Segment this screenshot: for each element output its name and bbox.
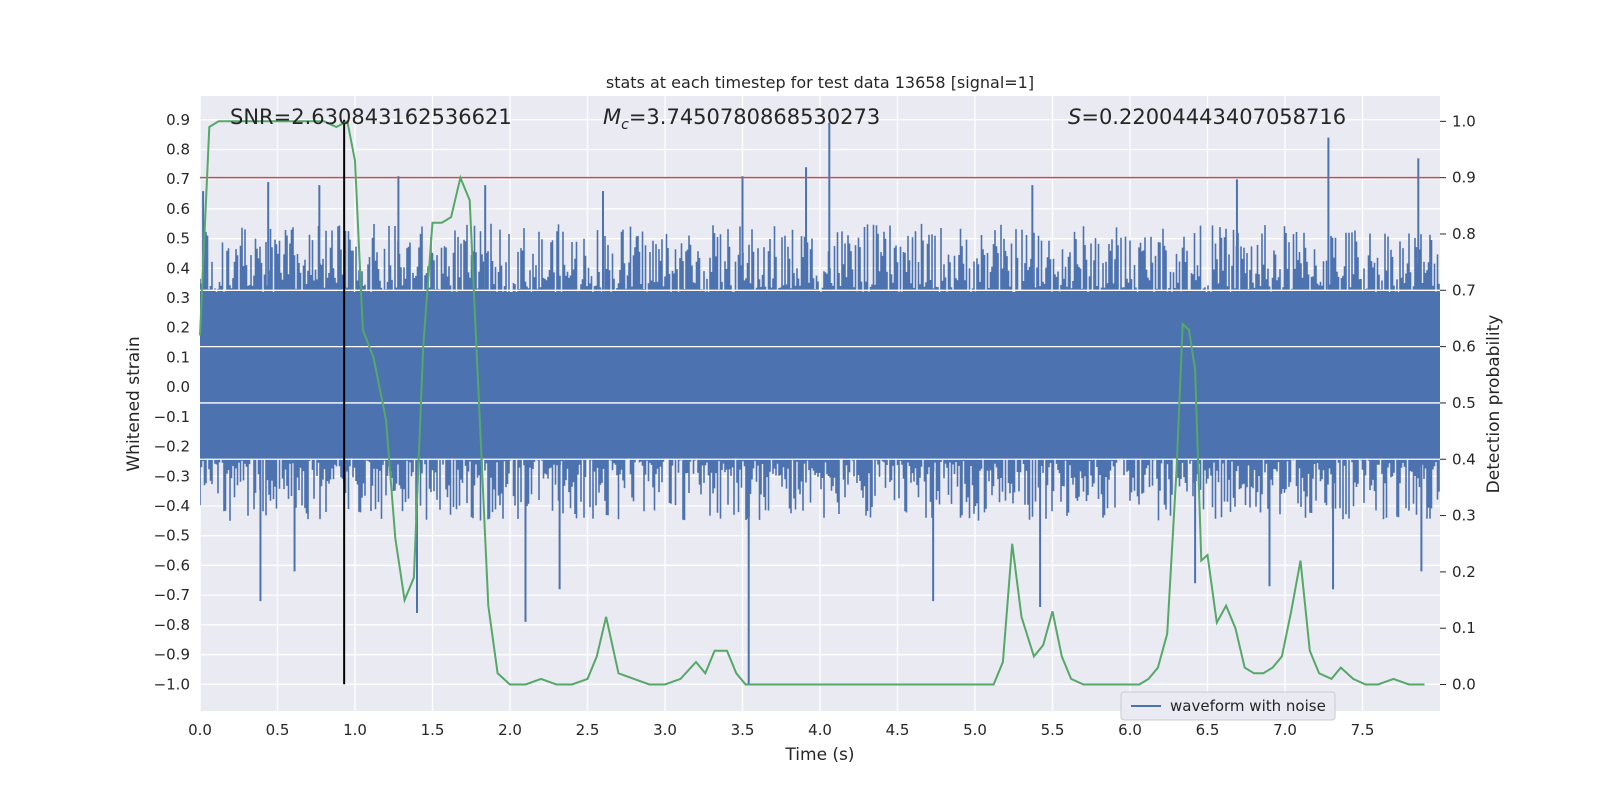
overlay-lines [200,119,1440,685]
waveform-series [200,122,1440,685]
mc-symbol: M [603,105,621,129]
s-value: =0.22004443407058716 [1081,105,1346,129]
x-tick-label: 3.5 [731,721,755,739]
right-tick-label: 0.4 [1452,450,1476,468]
left-tick-label: 0.3 [166,289,190,307]
right-tick-label: 0.5 [1452,394,1476,412]
right-tick-label: 0.9 [1452,169,1476,187]
left-axis-label: Whitened strain [124,336,144,471]
x-tick-label: 5.5 [1041,721,1065,739]
x-axis-label: Time (s) [784,745,854,765]
right-tick-label: 0.1 [1452,619,1476,637]
right-axis-label: Detection probability [1484,315,1504,494]
s-annotation: S=0.22004443407058716 [1068,105,1346,129]
x-tick-label: 6.0 [1118,721,1142,739]
x-tick-label: 7.5 [1351,721,1375,739]
left-tick-label: −0.9 [154,646,190,664]
left-tick-label: 0.8 [166,140,190,158]
chart-title: stats at each timestep for test data 136… [606,73,1034,92]
left-tick-label: 0.9 [166,111,190,129]
mc-value: =3.7450780868530273 [629,105,880,129]
waveform-core-band [200,292,1440,459]
left-tick-label: −0.3 [154,467,190,485]
x-tick-label: 4.5 [886,721,910,739]
left-tick-label: 0.1 [166,348,190,366]
x-tick-label: 7.0 [1273,721,1297,739]
left-tick-label: 0.2 [166,319,190,337]
s-symbol: S [1068,105,1081,129]
left-tick-label: 0.4 [166,259,190,277]
right-tick-label: 0.2 [1452,563,1476,581]
probability-series [199,119,1425,686]
mc-subscript: c [621,117,629,133]
probability-line [199,119,1425,686]
x-tick-label: 4.0 [808,721,832,739]
x-tick-label: 2.0 [498,721,522,739]
left-tick-label: 0.0 [166,378,190,396]
right-tick-label: 0.8 [1452,225,1476,243]
left-tick-label: 0.6 [166,200,190,218]
left-tick-label: −0.5 [154,527,190,545]
legend-box [1120,691,1336,721]
snr-annotation: SNR=2.630843162536621 [230,105,512,129]
left-tick-label: −1.0 [154,675,190,693]
right-tick-label: 0.0 [1452,676,1476,694]
left-tick-label: −0.4 [154,497,190,515]
right-tick-label: 0.6 [1452,338,1476,356]
x-tick-label: 6.5 [1196,721,1220,739]
x-tick-label: 0.5 [266,721,290,739]
x-tick-label: 3.0 [653,721,677,739]
legend-entry-waveform: waveform with noise [1170,697,1326,715]
legend: waveform with noise [1120,691,1336,721]
right-tick-label: 0.7 [1452,281,1476,299]
left-tick-label: −0.8 [154,616,190,634]
x-tick-label: 1.0 [343,721,367,739]
left-tick-label: 0.7 [166,170,190,188]
left-tick-label: 0.5 [166,230,190,248]
x-tick-label: 1.5 [421,721,445,739]
x-tick-label: 0.0 [188,721,212,739]
right-tick-label: 0.3 [1452,507,1476,525]
x-tick-label: 5.0 [963,721,987,739]
left-axis-ticks: 0.9 0.8 0.7 0.6 0.5 0.4 0.3 0.2 0.1 0.0 −0.1 −0.2 −0… [154,111,190,693]
right-tick-label: 1.0 [1452,112,1476,130]
left-tick-label: −0.1 [154,408,190,426]
right-axis-ticks: 1.0 0.9 0.8 0.7 0.6 0.5 0.4 0.3 0.2 0.1 0.0 [1440,112,1476,694]
mc-annotation: Mc=3.7450780868530273 [603,105,880,133]
left-tick-label: −0.7 [154,586,190,604]
left-tick-label: −0.2 [154,438,190,456]
left-tick-label: −0.6 [154,556,190,574]
x-axis-ticks: 0.0 0.5 1.0 1.5 2.0 2.5 3.0 3.5 4.0 4.5 5.0 5.5 6.0 6… [188,721,1374,739]
x-tick-label: 2.5 [576,721,600,739]
